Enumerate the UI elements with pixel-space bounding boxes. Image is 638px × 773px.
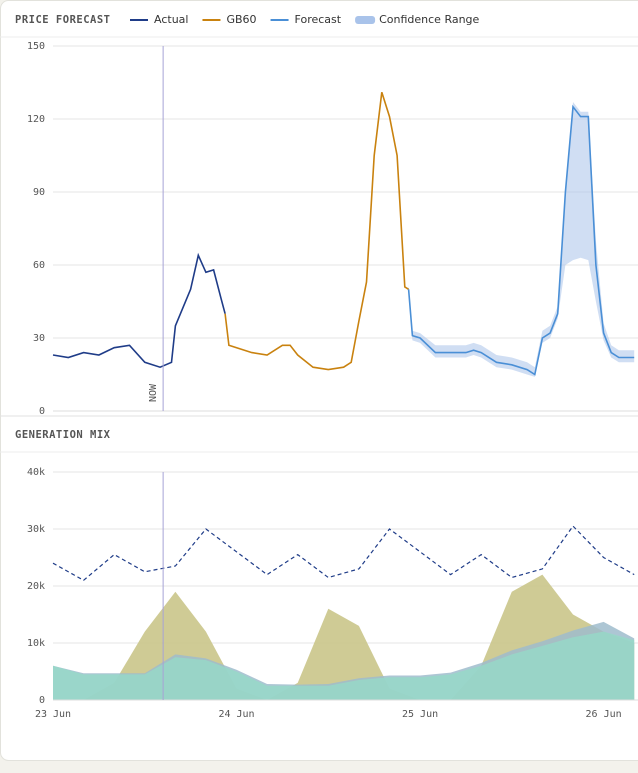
legend-swatch [355, 16, 376, 24]
y-tick-label: 30k [27, 524, 45, 535]
x-tick-label: 24 Jun [218, 709, 254, 720]
y-tick-label: 0 [39, 695, 45, 706]
legend-label: Forecast [295, 13, 342, 26]
legend-label: Confidence Range [379, 13, 479, 26]
now-label: NOW [148, 383, 159, 402]
confidence-band [408, 102, 635, 377]
y-tick-label: 120 [27, 114, 45, 125]
x-tick-label: 25 Jun [402, 709, 438, 720]
y-tick-label: 40k [27, 467, 45, 478]
x-tick-label: 23 Jun [35, 709, 71, 720]
y-tick-label: 30 [33, 333, 45, 344]
legend-label: Actual [154, 13, 188, 26]
y-tick-label: 90 [33, 187, 45, 198]
y-tick-label: 10k [27, 638, 45, 649]
y-tick-label: 0 [39, 406, 45, 417]
y-tick-label: 60 [33, 260, 45, 271]
chart-title: GENERATION MIX [15, 429, 111, 441]
y-tick-label: 150 [27, 41, 45, 52]
legend-label: GB60 [226, 13, 256, 26]
legend: Actual GB60 Forecast Confidence Range [130, 13, 480, 26]
chart-title: PRICE FORECAST [15, 14, 111, 26]
area [53, 631, 635, 700]
series-line [407, 104, 635, 376]
dashed-line [52, 525, 635, 582]
series-line [224, 91, 410, 371]
x-tick-label: 26 Jun [586, 709, 622, 720]
series-line [52, 252, 226, 369]
y-tick-label: 20k [27, 581, 45, 592]
